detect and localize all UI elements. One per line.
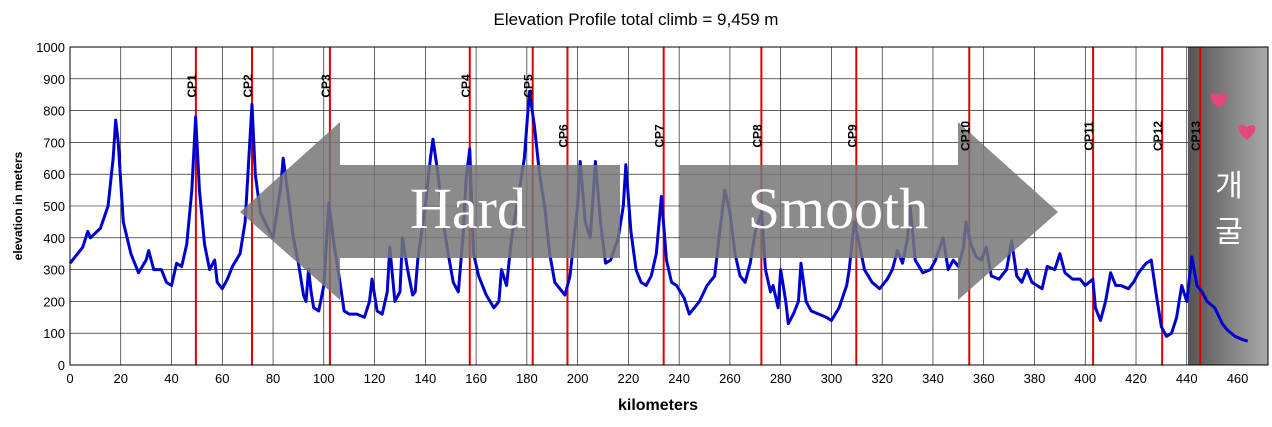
checkpoint-label: CP1 bbox=[185, 74, 199, 98]
x-tick-label: 300 bbox=[821, 371, 843, 386]
x-tick-label: 460 bbox=[1227, 371, 1249, 386]
x-tick-label: 60 bbox=[215, 371, 229, 386]
x-tick-label: 220 bbox=[618, 371, 640, 386]
x-tick-label: 240 bbox=[668, 371, 690, 386]
y-tick-label: 500 bbox=[43, 199, 65, 214]
x-tick-label: 360 bbox=[973, 371, 995, 386]
checkpoint-label: CP7 bbox=[653, 124, 667, 148]
checkpoint-label: CP4 bbox=[459, 74, 473, 98]
arrow-smooth bbox=[680, 122, 1058, 300]
checkpoint-label: CP12 bbox=[1151, 121, 1165, 151]
x-tick-label: 320 bbox=[871, 371, 893, 386]
arrow-hard bbox=[240, 122, 620, 300]
x-tick-label: 200 bbox=[567, 371, 589, 386]
y-tick-label: 200 bbox=[43, 294, 65, 309]
plot-border bbox=[69, 46, 1269, 366]
x-tick-label: 0 bbox=[66, 371, 73, 386]
y-tick-label: 700 bbox=[43, 135, 65, 150]
heart bbox=[1210, 93, 1228, 108]
y-tick-label: 600 bbox=[43, 167, 65, 182]
checkpoint-label: CP11 bbox=[1082, 121, 1096, 151]
x-tick-label: 400 bbox=[1074, 371, 1096, 386]
y-tick-label: 400 bbox=[43, 231, 65, 246]
x-tick-label: 280 bbox=[770, 371, 792, 386]
x-tick-label: 180 bbox=[516, 371, 538, 386]
x-tick-label: 120 bbox=[364, 371, 386, 386]
y-tick-label: 800 bbox=[43, 104, 65, 119]
x-tick-label: 340 bbox=[922, 371, 944, 386]
x-tick-label: 440 bbox=[1176, 371, 1198, 386]
checkpoint-label: CP10 bbox=[958, 121, 972, 151]
annotation: Smooth bbox=[748, 176, 929, 241]
x-tick-label: 260 bbox=[719, 371, 741, 386]
x-tick-label: 160 bbox=[465, 371, 487, 386]
y-tick-label: 900 bbox=[43, 72, 65, 87]
annotation: Hard bbox=[410, 176, 526, 241]
checkpoint-label: CP8 bbox=[750, 124, 764, 148]
checkpoint-label: CP3 bbox=[319, 74, 333, 98]
chart-title: Elevation Profile total climb = 9,459 m bbox=[494, 10, 779, 29]
x-tick-label: 20 bbox=[114, 371, 128, 386]
checkpoint-label: CP2 bbox=[241, 74, 255, 98]
x-axis-label: kilometers bbox=[618, 397, 698, 414]
x-tick-label: 140 bbox=[414, 371, 436, 386]
y-axis-label: elevation in meters bbox=[11, 151, 25, 260]
x-tick-label: 80 bbox=[266, 371, 280, 386]
x-tick-label: 380 bbox=[1024, 371, 1046, 386]
y-tick-label: 0 bbox=[58, 358, 65, 373]
checkpoint-label: CP6 bbox=[556, 124, 570, 148]
checkpoint-label: CP9 bbox=[845, 124, 859, 148]
y-tick-label: 1000 bbox=[36, 40, 65, 55]
x-tick-label: 420 bbox=[1125, 371, 1147, 386]
y-tick-label: 100 bbox=[43, 326, 65, 341]
x-tick-label: 40 bbox=[164, 371, 178, 386]
checkpoint-label: CP13 bbox=[1189, 121, 1203, 151]
annotation: 개 bbox=[1215, 169, 1243, 204]
y-tick-label: 300 bbox=[43, 263, 65, 278]
checkpoint-label: CP5 bbox=[522, 74, 536, 98]
x-tick-label: 100 bbox=[313, 371, 335, 386]
heart bbox=[1238, 125, 1256, 140]
annotation: 굴 bbox=[1215, 215, 1243, 250]
shaded-region bbox=[1188, 47, 1268, 365]
